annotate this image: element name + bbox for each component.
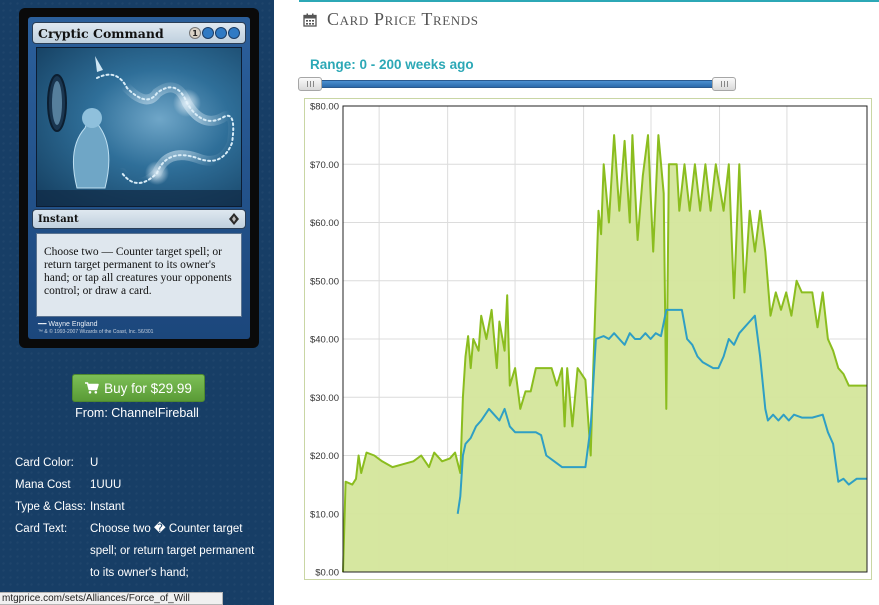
card-title-bar: Cryptic Command 1 <box>32 22 246 44</box>
card-name: Cryptic Command <box>38 25 164 41</box>
buy-button-label: Buy for $29.99 <box>104 380 192 396</box>
top-divider <box>299 0 879 2</box>
detail-label: Card Color: <box>15 457 74 469</box>
card-artist-name: Wayne England <box>48 321 98 328</box>
series-area-line <box>342 134 867 573</box>
detail-value: Instant <box>90 501 125 513</box>
card-art <box>36 47 242 207</box>
mana-symbol-blue-icon <box>228 27 240 39</box>
buy-button[interactable]: Buy for $29.99 <box>72 374 205 402</box>
panel-title: Card Price Trends <box>327 9 479 29</box>
range-label: Range: 0 - 200 weeks ago <box>310 57 474 72</box>
card-image: Cryptic Command 1 <box>19 8 259 348</box>
card-details: Card Color: U Mana Cost 1UUU Type & Clas… <box>15 452 260 584</box>
y-tick-label: $50.00 <box>310 276 339 287</box>
y-tick-label: $10.00 <box>310 509 339 520</box>
series-area-fill <box>343 135 867 572</box>
mana-symbol-generic: 1 <box>189 27 201 39</box>
range-slider-track[interactable] <box>302 80 732 88</box>
y-tick-label: $0.00 <box>315 568 339 579</box>
price-chart: $0.00 $10.00 $20.00 $30.00 $40.00 $50.00 $60.0… <box>304 98 872 580</box>
detail-value: Choose two � Counter target spell; or re… <box>90 523 255 579</box>
mana-cost-symbols: 1 <box>189 27 240 39</box>
y-tick-label: $80.00 <box>310 102 339 113</box>
card-type-line: Instant <box>38 213 79 225</box>
card-artist: ━━ Wayne England <box>38 320 98 328</box>
detail-value: U <box>90 457 99 469</box>
mana-symbol-blue-icon <box>202 27 214 39</box>
card-type-bar: Instant <box>32 209 246 229</box>
detail-row-color: Card Color: U <box>15 452 260 474</box>
y-tick-label: $30.00 <box>310 393 339 404</box>
set-symbol-icon <box>229 213 239 225</box>
series-line <box>456 308 867 514</box>
detail-row-card-text: Card Text: Choose two � Counter target s… <box>15 518 260 584</box>
card-art-illustration <box>37 56 241 206</box>
shopping-cart-icon <box>85 382 99 394</box>
range-slider-end-handle[interactable] <box>712 77 736 91</box>
seller-name: From: ChannelFireball <box>75 406 199 420</box>
paintbrush-icon: ━━ <box>38 321 49 328</box>
detail-row-mana-cost: Mana Cost 1UUU <box>15 474 260 496</box>
status-bar-url: mtgprice.com/sets/Alliances/Force_of_Wil… <box>0 592 223 605</box>
y-tick-label: $40.00 <box>310 335 339 346</box>
card-rules-text: Choose two — Counter target spell; or re… <box>44 246 232 297</box>
y-tick-label: $70.00 <box>310 160 339 171</box>
y-tick-label: $20.00 <box>310 451 339 462</box>
range-slider-start-handle[interactable] <box>298 77 322 91</box>
y-tick-label: $60.00 <box>310 218 339 229</box>
range-slider[interactable] <box>298 77 736 91</box>
plot-area-frame <box>342 105 868 573</box>
mana-symbol-blue-icon <box>215 27 227 39</box>
detail-label: Card Text: <box>15 523 68 535</box>
detail-label: Mana Cost <box>15 479 71 491</box>
card-copyright: ™ & © 1993-2007 Wizards of the Coast, In… <box>38 329 154 335</box>
calendar-icon <box>303 13 317 27</box>
detail-row-type: Type & Class: Instant <box>15 496 260 518</box>
price-chart-svg: $0.00 $10.00 $20.00 $30.00 $40.00 $50.00 $60.0… <box>310 102 868 579</box>
detail-label: Type & Class: <box>15 501 86 513</box>
detail-value: 1UUU <box>90 479 122 491</box>
card-face: Cryptic Command 1 <box>28 17 250 339</box>
card-text-box: Choose two — Counter target spell; or re… <box>36 233 242 317</box>
card-sidebar: Cryptic Command 1 <box>0 0 274 605</box>
